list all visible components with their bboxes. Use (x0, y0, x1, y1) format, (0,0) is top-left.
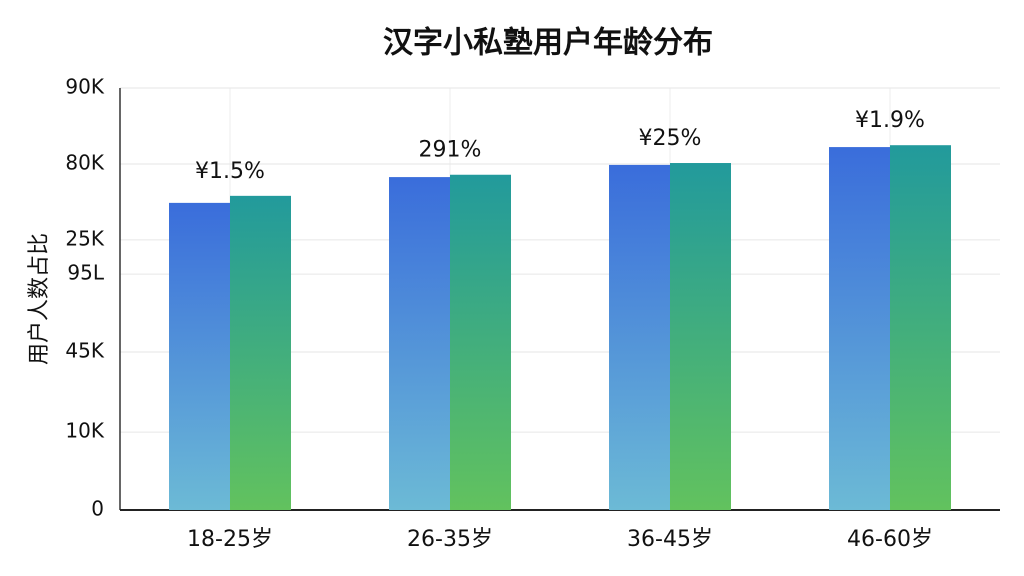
x-tick-label: 26-35岁 (407, 527, 493, 552)
annotation: ¥1.9% (855, 108, 925, 133)
y-tick-label: 95L (67, 261, 104, 285)
x-tick-label: 46-60岁 (847, 527, 933, 552)
bar (829, 147, 890, 510)
y-tick-label: 25K (65, 226, 104, 250)
bar (169, 202, 230, 510)
bar (230, 195, 291, 510)
bar (609, 164, 670, 511)
bar (890, 145, 951, 510)
y-tick-label: 45K (65, 338, 104, 362)
annotation: ¥1.5% (195, 159, 265, 184)
y-tick-label: 10K (65, 419, 104, 443)
y-tick-label: 80K (65, 150, 104, 174)
y-axis-label: 用户人数占比 (27, 233, 52, 365)
x-tick-label: 36-45岁 (627, 527, 713, 552)
annotation: ¥25% (639, 126, 702, 151)
y-tick-label: 0 (91, 497, 104, 521)
y-tick-label: 90K (65, 75, 104, 99)
x-tick-label: 18-25岁 (187, 527, 273, 552)
annotation: 291% (419, 138, 482, 163)
bar (389, 177, 450, 511)
bar (670, 163, 731, 510)
bar (450, 174, 511, 510)
chart-title: 汉字小私塾用户年龄分布 (383, 26, 713, 61)
